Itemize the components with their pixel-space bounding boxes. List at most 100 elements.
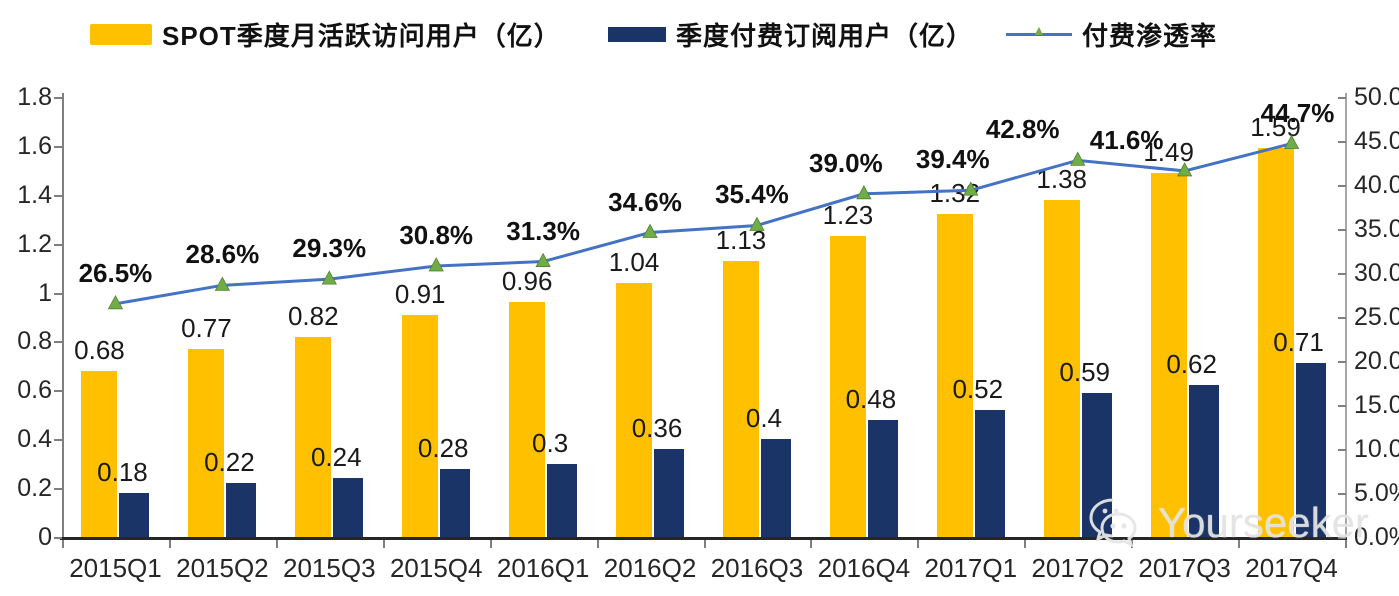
x-axis-tick bbox=[62, 540, 64, 548]
line-marker-triangle bbox=[535, 252, 551, 267]
penetration-pct-label: 39.4% bbox=[915, 144, 990, 175]
penetration-pct-label: 30.8% bbox=[399, 219, 474, 250]
y-axis-left-tick bbox=[54, 341, 62, 344]
legend-item-penetration: ▲ 付费渗透率 bbox=[1006, 18, 1218, 51]
legend-item-subs: 季度付费订阅用户（亿） bbox=[608, 18, 973, 51]
bar-value-label-mau: 0.77 bbox=[181, 312, 232, 343]
y-axis-left-tick bbox=[54, 390, 62, 393]
x-axis-category-label: 2015Q2 bbox=[176, 553, 269, 583]
y-axis-right-tick-label: 40.0% bbox=[1354, 171, 1399, 199]
x-axis-line bbox=[60, 537, 1347, 540]
x-axis-category-label: 2017Q1 bbox=[924, 553, 1018, 583]
bar-value-label-subs: 0.36 bbox=[631, 413, 683, 443]
x-axis-tick bbox=[275, 540, 278, 548]
y-axis-right-tick bbox=[1338, 97, 1346, 99]
bar-value-label-mau: 1.04 bbox=[608, 246, 660, 277]
bar-subs bbox=[1188, 385, 1219, 537]
y-axis-right-tick bbox=[1338, 317, 1346, 319]
bar-mau bbox=[188, 348, 225, 537]
y-axis-left-tick bbox=[54, 488, 62, 491]
line-marker-triangle bbox=[214, 276, 231, 291]
bar-value-label-subs: 0.28 bbox=[417, 432, 469, 463]
y-axis-right-tick-label: 25.0% bbox=[1354, 303, 1399, 331]
bar-mau bbox=[1150, 172, 1187, 537]
x-axis-tick bbox=[168, 540, 171, 548]
legend-label-penetration: 付费渗透率 bbox=[1082, 20, 1218, 51]
penetration-line bbox=[115, 142, 1292, 306]
x-axis-category-label: 2015Q1 bbox=[69, 553, 162, 583]
bar-mau bbox=[829, 236, 866, 537]
y-axis-right-tick bbox=[1338, 493, 1346, 495]
bar-value-label-mau: 0.82 bbox=[287, 300, 339, 331]
y-axis-left-tick-label: 1 bbox=[38, 278, 52, 307]
bar-subs bbox=[867, 419, 898, 537]
penetration-pct-label: 35.4% bbox=[715, 179, 789, 210]
bar-value-label-subs: 0.62 bbox=[1166, 349, 1217, 380]
penetration-pct-label: 44.7% bbox=[1260, 97, 1335, 128]
x-axis-tick bbox=[489, 540, 492, 548]
x-axis-tick bbox=[1345, 540, 1347, 548]
bar-subs bbox=[1295, 363, 1326, 537]
bar-mau bbox=[936, 214, 973, 537]
bar-value-label-subs: 0.71 bbox=[1273, 327, 1324, 358]
y-axis-right-tick-label: 30.0% bbox=[1354, 259, 1399, 287]
line-marker-triangle bbox=[856, 184, 872, 200]
bar-mau bbox=[1043, 199, 1080, 537]
y-axis-right-tick-label: 15.0% bbox=[1354, 391, 1399, 419]
x-axis-category-label: 2016Q1 bbox=[496, 553, 590, 583]
bar-value-label-mau: 0.91 bbox=[394, 278, 446, 309]
y-axis-left-tick bbox=[54, 194, 62, 197]
x-axis-tick bbox=[596, 540, 599, 548]
bar-subs bbox=[333, 478, 364, 537]
bar-mau bbox=[295, 336, 332, 537]
bar-value-label-mau: 1.49 bbox=[1143, 136, 1194, 167]
x-axis-category-label: 2016Q3 bbox=[710, 553, 804, 583]
bar-value-label-subs: 0.4 bbox=[745, 403, 783, 434]
y-axis-right-tick bbox=[1338, 273, 1346, 275]
legend-swatch-mau bbox=[90, 23, 152, 45]
y-axis-left-line bbox=[62, 93, 64, 537]
x-axis-tick bbox=[917, 540, 920, 548]
bar-value-label-subs: 0.52 bbox=[952, 373, 1004, 404]
x-axis-category-label: 2015Q3 bbox=[283, 553, 376, 583]
line-marker-triangle bbox=[749, 216, 765, 231]
y-axis-left-tick-label: 1.6 bbox=[17, 131, 52, 160]
x-axis-category-label: 2017Q4 bbox=[1245, 553, 1338, 583]
y-axis-right-tick bbox=[1338, 361, 1346, 363]
y-axis-right-tick-label: 10.0% bbox=[1354, 435, 1399, 463]
line-marker-triangle bbox=[107, 294, 124, 310]
bar-mau bbox=[616, 282, 653, 537]
penetration-pct-label: 39.0% bbox=[809, 147, 883, 178]
bar-subs bbox=[974, 409, 1005, 537]
bar-value-label-subs: 0.24 bbox=[310, 442, 362, 473]
legend-label-mau: SPOT季度月活跃访问用户（亿） bbox=[162, 20, 561, 51]
legend-item-mau: SPOT季度月活跃访问用户（亿） bbox=[90, 18, 561, 51]
bar-mau bbox=[722, 260, 759, 537]
x-axis-category-label: 2017Q3 bbox=[1138, 553, 1231, 583]
y-axis-left-tick-label: 1.8 bbox=[17, 83, 52, 111]
y-axis-right-tick-label: 0.0% bbox=[1354, 523, 1399, 551]
y-axis-right-tick-label: 45.0% bbox=[1354, 127, 1399, 155]
x-axis-tick bbox=[1238, 540, 1241, 548]
line-marker-triangle bbox=[1176, 162, 1193, 177]
line-marker-triangle bbox=[428, 257, 444, 272]
x-axis-category-label: 2017Q2 bbox=[1031, 553, 1124, 583]
bar-subs bbox=[440, 468, 471, 537]
penetration-pct-label: 41.6% bbox=[1089, 124, 1164, 155]
x-axis-category-label: 2015Q4 bbox=[389, 553, 483, 583]
bar-subs bbox=[654, 449, 685, 537]
bar-mau bbox=[509, 302, 546, 537]
y-axis-right-tick bbox=[1338, 141, 1346, 143]
bar-value-label-subs: 0.18 bbox=[97, 457, 148, 487]
y-axis-left-tick bbox=[54, 145, 62, 148]
bar-value-label-mau: 1.23 bbox=[822, 200, 874, 231]
penetration-pct-label: 34.6% bbox=[608, 186, 682, 217]
penetration-pct-label: 28.6% bbox=[185, 239, 260, 270]
y-axis-right-tick-label: 35.0% bbox=[1354, 215, 1399, 243]
bar-value-label-subs: 0.48 bbox=[845, 383, 897, 414]
penetration-pct-label: 31.3% bbox=[506, 215, 580, 246]
line-marker-triangle bbox=[1283, 134, 1300, 150]
y-axis-left-tick-label: 0 bbox=[38, 523, 52, 551]
y-axis-right-tick-label: 5.0% bbox=[1354, 479, 1399, 507]
